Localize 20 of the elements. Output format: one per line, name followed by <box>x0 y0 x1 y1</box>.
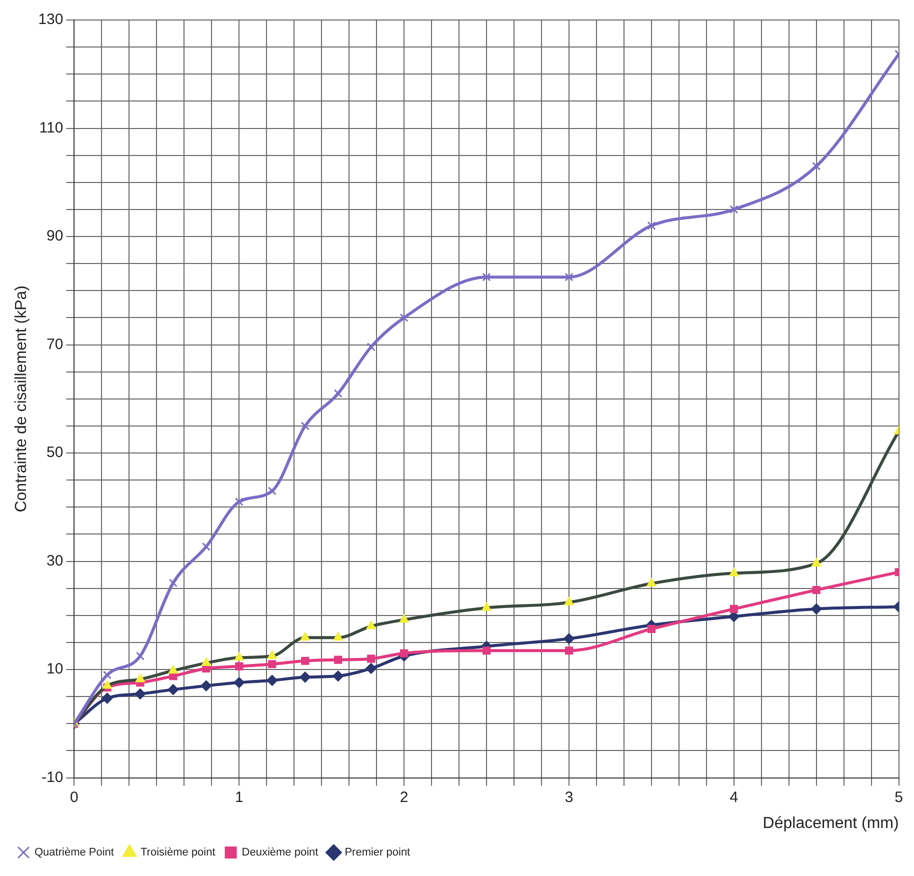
legend-label: Quatrième Point <box>34 846 114 859</box>
x-tick-label: 4 <box>730 788 738 806</box>
y-tick-label: 70 <box>46 336 64 353</box>
legend-label: Troisième point <box>140 846 216 859</box>
y-tick-label: 50 <box>46 444 64 462</box>
x-axis-title: Déplacement (mm) <box>762 814 899 832</box>
x-tick-label: 1 <box>234 788 244 806</box>
legend-label: Deuxième point <box>242 846 318 859</box>
y-tick-label: 90 <box>46 228 64 245</box>
x-tick-label: 2 <box>400 788 408 806</box>
x-tick-label: 0 <box>70 788 78 806</box>
y-tick-label: 30 <box>46 552 64 570</box>
y-axis-title: Contrainte de cisaillement (kPa) <box>13 286 30 512</box>
x-tick-label: 3 <box>564 788 574 806</box>
y-tick-label: 130 <box>38 11 64 28</box>
y-tick-label: 10 <box>46 660 64 678</box>
y-tick-label: -10 <box>42 768 64 786</box>
legend-label: Premier point <box>344 846 410 859</box>
x-tick-label: 5 <box>894 788 903 806</box>
y-tick-label: 110 <box>39 119 64 136</box>
